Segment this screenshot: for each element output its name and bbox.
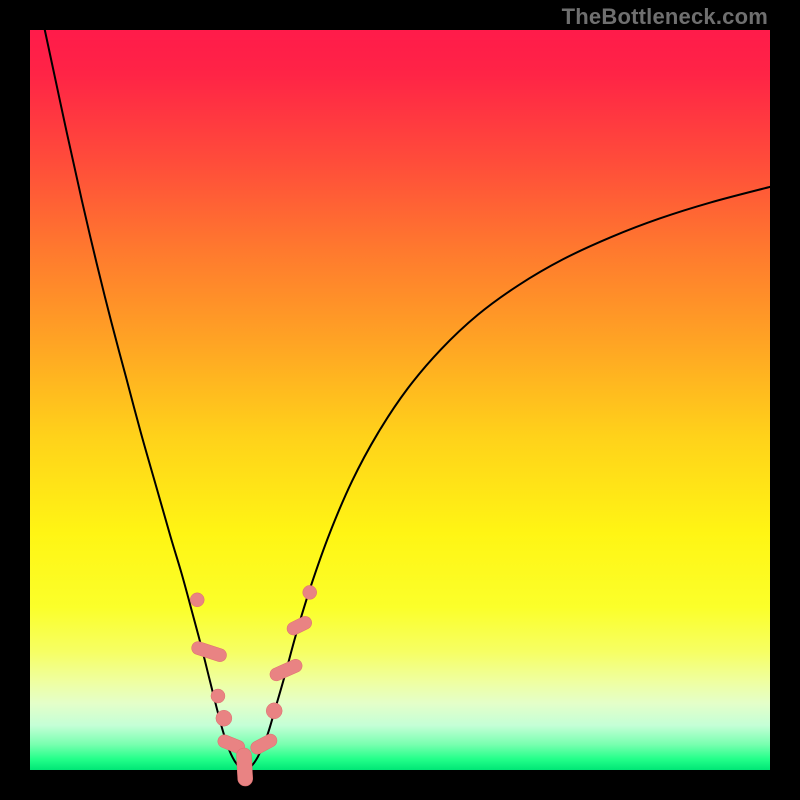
plot-area xyxy=(30,30,770,770)
chart-frame: TheBottleneck.com xyxy=(0,0,800,800)
bottleneck-curve xyxy=(30,30,770,770)
watermark-label: TheBottleneck.com xyxy=(562,4,768,30)
